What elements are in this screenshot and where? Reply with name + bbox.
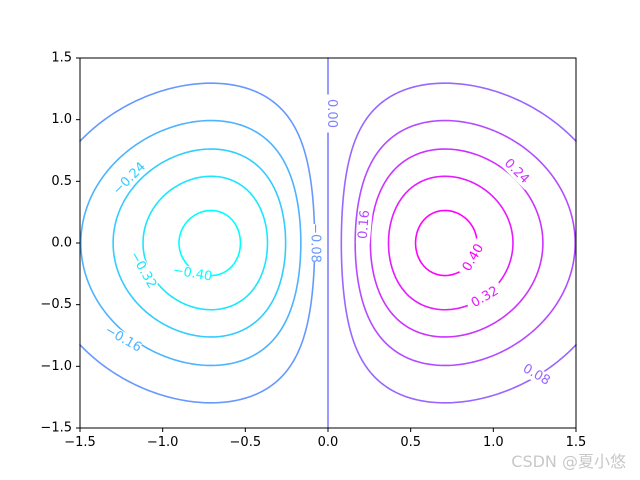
x-tick-label: −1.5 xyxy=(64,435,96,450)
y-tick-label: 1.0 xyxy=(51,112,72,127)
x-tick-label: 0.5 xyxy=(400,435,421,450)
contour-level-6 xyxy=(340,82,577,404)
contour-label: −0.08 xyxy=(307,223,322,263)
y-tick-label: −1.0 xyxy=(40,359,72,374)
contour-label-bg xyxy=(172,263,213,285)
contour-level-7 xyxy=(354,119,576,367)
contour-label: 0.16 xyxy=(356,209,373,239)
x-tick-label: 1.0 xyxy=(483,435,504,450)
x-tick-label: −0.5 xyxy=(230,435,262,450)
contour-level-4 xyxy=(79,82,316,404)
contour-label-bg xyxy=(457,237,490,278)
x-tick-label: 0.0 xyxy=(318,435,339,450)
x-tick-label: 1.5 xyxy=(566,435,587,450)
contour-label-bg xyxy=(127,250,159,291)
y-tick-label: 1.5 xyxy=(51,51,72,66)
contour-level-2 xyxy=(112,148,287,338)
x-tick-label: −1.0 xyxy=(147,435,179,450)
contour-label: 0.00 xyxy=(324,99,339,128)
contour-lines xyxy=(79,57,577,429)
contour-label-bg xyxy=(498,153,535,190)
y-tick-label: −1.5 xyxy=(40,421,72,436)
contour-label-bg xyxy=(111,160,148,198)
contour-label-bg xyxy=(103,323,143,355)
y-tick-label: −0.5 xyxy=(40,297,72,312)
contour-label-bg xyxy=(516,359,557,391)
x-axis: −1.5 −1.0 −0.5 0.0 0.5 1.0 1.5 xyxy=(64,428,586,450)
y-tick-label: 0.5 xyxy=(51,174,72,189)
contour-label-bg xyxy=(355,204,374,245)
contour-label-bg xyxy=(307,224,322,262)
contour-label: −0.40 xyxy=(172,263,214,285)
y-tick-label: 0.0 xyxy=(51,236,72,251)
y-axis: −1.5 −1.0 −0.5 0.0 0.5 1.0 1.5 xyxy=(40,51,80,436)
contour-label-bg xyxy=(324,94,339,133)
contour-label-bg xyxy=(465,281,506,313)
watermark: CSDN @夏小悠 xyxy=(511,452,626,471)
